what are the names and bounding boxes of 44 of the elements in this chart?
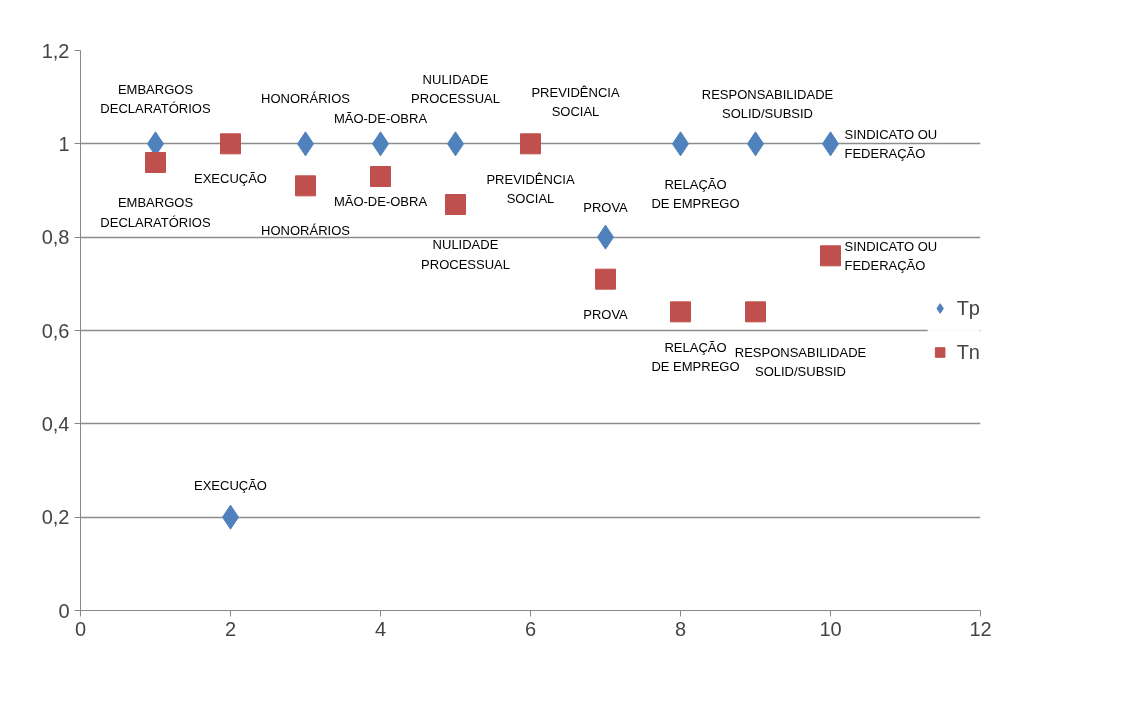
- annotation: PROVA: [583, 199, 629, 215]
- y-tick-label: 1,2: [41, 39, 70, 62]
- point: [520, 133, 541, 155]
- x-tick-label: 2: [224, 617, 237, 640]
- annotation: PROVA: [583, 306, 629, 322]
- annotation: MÃO-DE-OBRA: [333, 111, 428, 127]
- y-tick-label: 1: [58, 132, 70, 155]
- annotation: HONORÁRIOS: [261, 223, 351, 239]
- y-tick-label: 0,2: [41, 506, 70, 529]
- annotation: EXECUÇÃO: [194, 477, 267, 493]
- legend-label: Tp: [956, 296, 980, 320]
- point: [595, 268, 616, 290]
- annotation: EXECUÇÃO: [194, 171, 267, 187]
- point: [820, 245, 841, 267]
- annotation: EMBARGOS DECLARATÓRIOS: [100, 81, 211, 117]
- point: [220, 133, 241, 155]
- y-tick-label: 0,8: [41, 226, 70, 249]
- point: [145, 152, 166, 173]
- annotation: PREVIDÊNCIA SOCIAL: [531, 84, 620, 120]
- x-tick-label: 8: [674, 617, 687, 640]
- annotation: MÃO-DE-OBRA: [333, 194, 428, 209]
- x-tick-label: 4: [374, 617, 387, 640]
- point: [370, 166, 391, 187]
- y-tick-label: 0: [58, 599, 70, 622]
- point: [745, 301, 766, 323]
- annotation: NULIDADE PROCESSUAL: [421, 237, 510, 272]
- annotation: HONORÁRIOS: [261, 91, 351, 107]
- annotation: PREVIDÊNCIA SOCIAL: [486, 171, 575, 207]
- annotation: NULIDADE PROCESSUAL: [411, 71, 500, 107]
- annotation: EMBARGOS DECLARATÓRIOS: [100, 195, 211, 230]
- point: [295, 175, 316, 197]
- y-tick-label: 0,4: [41, 412, 70, 435]
- annotation: SINDICATO OU FEDERAÇÃO: [844, 126, 938, 162]
- y-tick-label: 0,6: [41, 319, 70, 342]
- legend-label: Tn: [956, 340, 980, 364]
- point: [670, 301, 691, 323]
- x-tick-label: 6: [524, 617, 537, 640]
- annotation: RELAÇÃO DE EMPREGO: [651, 176, 740, 212]
- x-tick-label: 10: [819, 617, 842, 640]
- x-tick-label: 0: [74, 617, 87, 640]
- annotation: SINDICATO OU FEDERAÇÃO: [844, 238, 938, 274]
- x-tick-label: 12: [969, 617, 992, 640]
- point: [445, 194, 466, 215]
- annotation: RESPONSABILIDADE SOLID/SUBSID: [701, 86, 834, 122]
